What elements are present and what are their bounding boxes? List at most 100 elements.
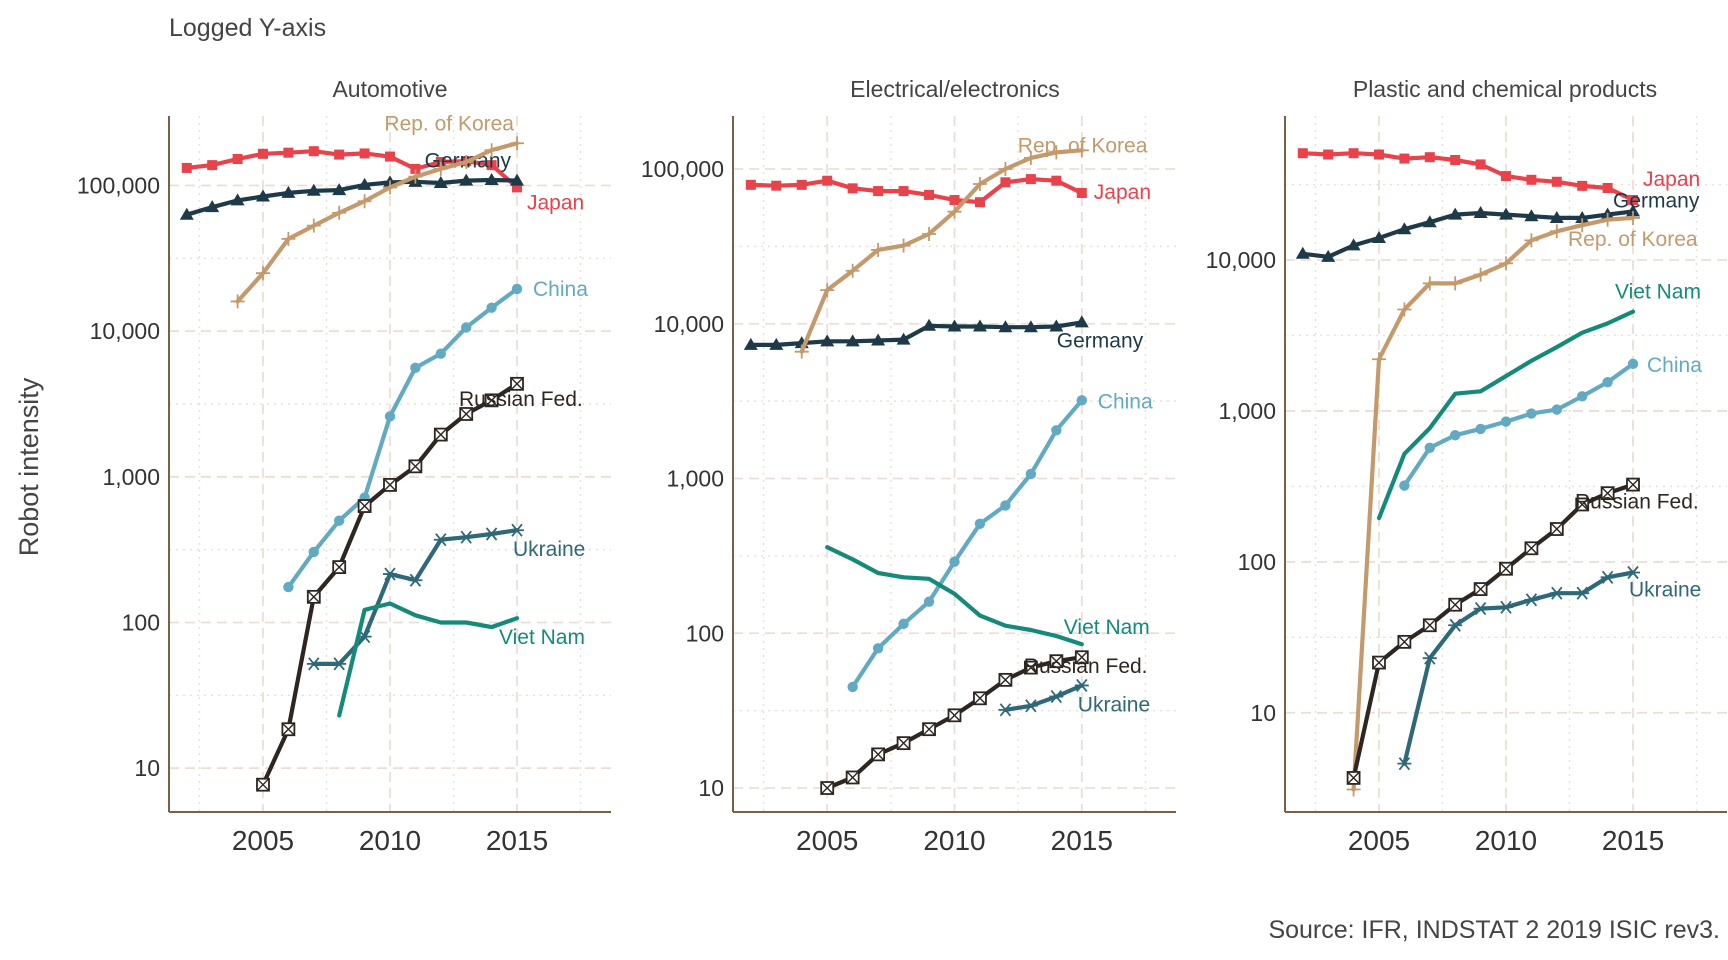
x-tick-label: 2010 [359,825,421,856]
x-tick-label: 2005 [232,825,294,856]
data-point-japan [924,189,935,200]
data-point-rep-of-korea [408,169,423,184]
marker-cross [897,736,911,750]
data-point-ukraine [1549,586,1564,600]
data-point-china [1475,423,1486,435]
data-point-russian-fed [1372,655,1386,670]
marker-cross [358,499,372,513]
data-point-germany [1295,246,1310,259]
data-point-ukraine [484,527,499,541]
data-point-china [435,348,447,359]
data-point-germany [433,176,448,189]
y-tick-label: 10 [1250,700,1276,726]
data-point-germany [769,337,784,350]
data-point-japan [334,149,345,160]
data-point-germany [1049,319,1064,332]
data-point-ukraine [459,530,474,544]
data-point-rep-of-korea [1499,256,1513,271]
data-point-germany [871,333,886,346]
series-rep-of-korea: Rep. of Korea [794,134,1148,359]
data-point-germany [1422,215,1437,228]
panel-electrical-electronics: Electrical/electronics 10 100 1,000 10,000 10… [641,76,1176,856]
data-point-rep-of-korea [820,283,835,298]
data-point-ukraine [408,573,423,587]
data-point-germany [820,334,835,347]
data-point-russian-fed [510,376,524,391]
data-point-china [847,681,858,693]
data-point-japan [1475,159,1486,170]
marker-cross [485,393,499,407]
data-point-germany [459,173,474,186]
series-rep-of-korea: Rep. of Korea [230,112,525,309]
series-line-ukraine [1003,683,1084,712]
data-point-russian-fed [1074,650,1089,665]
series-russian-fed: Russian Fed. [1346,477,1699,785]
series-line-china [850,398,1084,689]
data-point-china [283,581,294,593]
x-tick-label: 2005 [1348,825,1410,856]
data-point-japan [283,147,294,158]
data-point-japan [257,148,268,159]
data-point-ukraine [1473,602,1488,616]
data-point-germany [1023,320,1038,333]
data-point-germany [1524,209,1539,222]
data-point-rep-of-korea [922,227,937,242]
data-point-japan [1424,152,1435,163]
data-point-rep-of-korea [1473,267,1488,282]
data-point-china [1627,358,1639,370]
x-tick-label: 2015 [1602,825,1664,856]
data-point-rep-of-korea [1074,143,1089,158]
data-point-ukraine [1499,600,1513,614]
series-label-ukraine: Ukraine [1078,693,1150,716]
y-tick-label: 10 [134,755,160,781]
data-point-russian-fed [922,722,936,737]
marker-cross [922,722,936,736]
data-point-russian-fed [459,407,474,421]
data-point-russian-fed [947,708,962,723]
data-point-ukraine [1626,565,1641,580]
data-point-russian-fed [998,672,1013,687]
data-point-rep-of-korea [255,266,270,281]
data-point-germany [179,207,194,220]
data-point-russian-fed [306,589,321,604]
marker-cross [281,722,295,736]
data-point-china [923,596,935,607]
data-point-ukraine [1524,593,1539,607]
data-point-rep-of-korea [510,136,525,151]
data-point-ukraine [998,703,1013,717]
y-axis-label: Robot intensity [14,377,44,556]
data-point-germany [1473,205,1488,218]
data-point-china [974,518,986,529]
series-ukraine: Ukraine [1397,565,1701,771]
marker-cross [948,708,961,722]
series-label-viet-nam: Viet Nam [1615,281,1701,304]
series-label-japan: Japan [1643,168,1700,191]
y-tick-label: 100 [1238,549,1276,575]
series-russian-fed: Russian Fed. [256,376,583,792]
data-point-rep-of-korea [947,204,962,219]
data-point-germany [357,177,372,190]
data-point-china [1076,395,1087,406]
data-point-japan [1399,153,1410,164]
marker-cross [1075,650,1089,664]
data-point-ukraine [1074,678,1089,693]
data-point-china [1399,480,1410,491]
marker-cross [408,459,422,473]
series-line-russian-fed [1351,482,1636,780]
panel-plastic-and-chemical-products: Plastic and chemical products 10 100 1,000 1… [1206,76,1727,856]
data-point-japan [1051,175,1062,186]
marker-cross [383,478,397,492]
data-point-russian-fed [408,459,423,474]
data-point-ukraine [1049,689,1064,704]
data-point-russian-fed [820,781,835,795]
y-tick-label: 10,000 [1206,247,1276,273]
marker-cross [1372,656,1386,670]
data-point-japan [1025,174,1036,185]
data-point-rep-of-korea [1422,276,1437,291]
series-label-viet-nam: Viet Nam [1064,616,1150,639]
data-point-germany [484,173,499,186]
series-line-japan [1300,151,1636,203]
data-point-rep-of-korea [1346,782,1361,797]
data-point-japan [1450,154,1461,165]
x-tick-label: 2015 [486,825,548,856]
